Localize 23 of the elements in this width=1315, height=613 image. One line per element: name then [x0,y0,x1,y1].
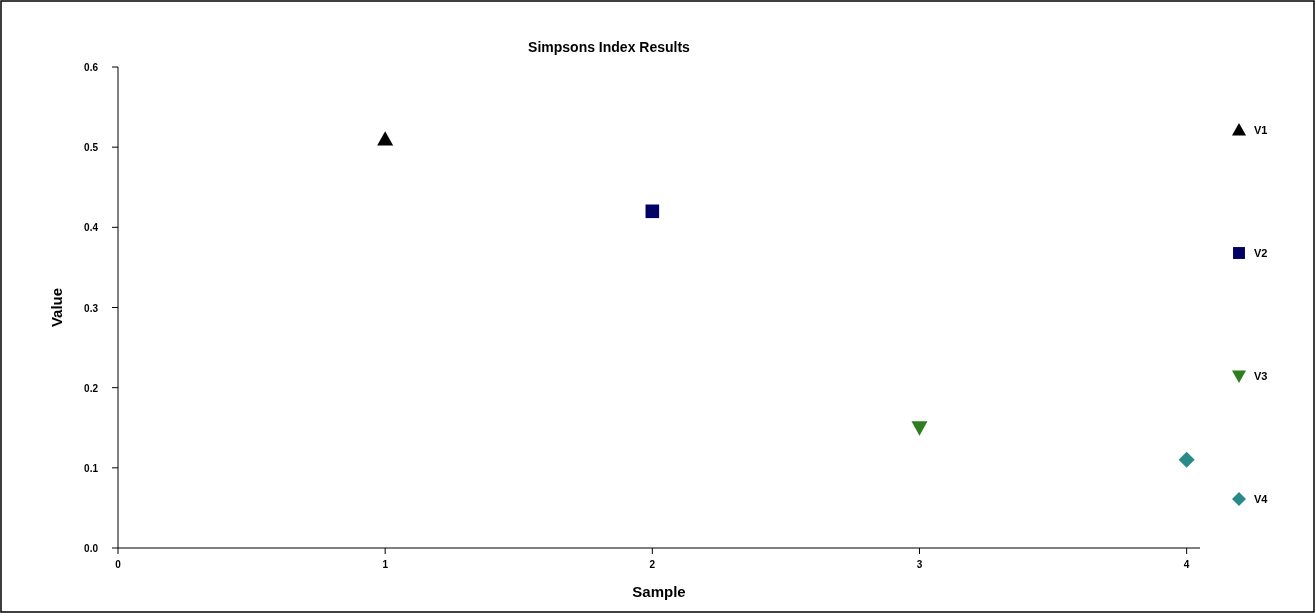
x-tick-label: 1 [382,559,389,570]
legend-label: V1 [1254,124,1268,136]
point [1178,451,1195,468]
y-tick-label: 0.4 [84,222,99,234]
point [911,421,928,436]
y-tick-label: 0.6 [84,62,99,73]
point [377,131,394,146]
y-tick-label: 0.0 [84,543,99,554]
legend-label: V2 [1254,247,1268,259]
x-tick-label: 2 [649,559,656,570]
x-tick-label: 0 [115,559,122,570]
x-tick-label: 4 [1183,559,1190,570]
y-axis-title: Value [48,287,65,328]
x-axis-title: Sample [632,583,686,600]
y-tick-label: 0.5 [84,142,99,154]
y-tick-label: 0.2 [84,382,99,394]
legend-label: V3 [1254,370,1268,382]
x-tick-label: 3 [916,559,923,570]
y-tick-label: 0.1 [84,462,99,474]
legend-label: V4 [1254,493,1269,505]
y-tick-label: 0.3 [84,302,99,314]
point [645,204,660,219]
chart-title: Simpsons Index Results [528,39,691,55]
